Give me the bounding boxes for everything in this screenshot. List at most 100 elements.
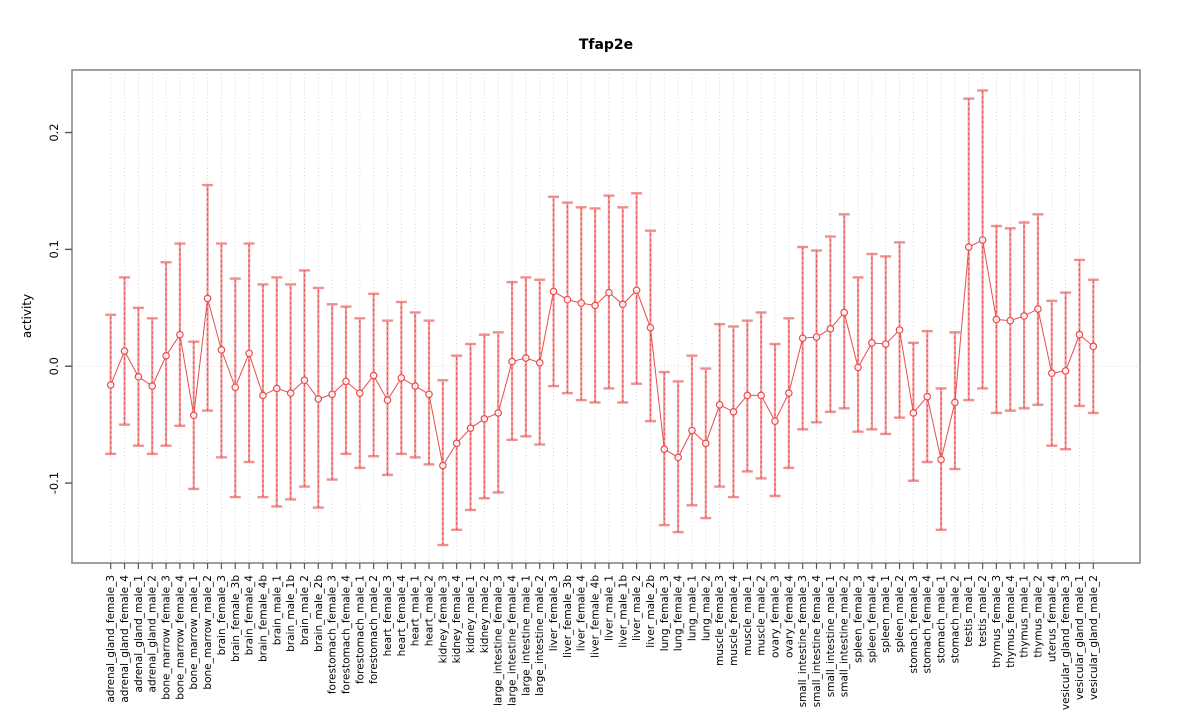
data-point — [286, 389, 295, 397]
data-point — [1047, 369, 1056, 378]
data-point — [715, 400, 724, 409]
data-point — [577, 299, 586, 307]
x-tick-label: testis_male_2 — [977, 575, 989, 647]
x-tick-label: lung_male_2 — [700, 575, 712, 641]
x-tick-label: adrenal_gland_female_3 — [105, 575, 117, 703]
data-point — [992, 315, 1001, 324]
data-point — [300, 376, 309, 385]
x-tick-label: spleen_female_3 — [853, 575, 865, 663]
x-tick-label: vesicular_gland_male_2 — [1088, 575, 1100, 700]
data-point — [1034, 305, 1042, 313]
x-tick-label: heart_female_4 — [396, 575, 408, 657]
x-tick-label: uterus_female_4 — [1046, 575, 1058, 662]
x-tick-label: large_intestine_female_3 — [493, 575, 505, 706]
data-point — [951, 398, 959, 407]
data-point — [439, 461, 447, 470]
data-point — [425, 390, 433, 399]
data-point — [1006, 316, 1015, 325]
data-point — [162, 351, 170, 360]
x-tick-label: liver_female_3b — [562, 575, 574, 658]
x-tick-label: thymus_female_3 — [991, 575, 1003, 668]
x-tick-label: bone_marrow_female_3 — [161, 575, 173, 700]
x-tick-label: spleen_male_1 — [880, 575, 892, 653]
x-tick-label: brain_female_4b — [257, 575, 269, 662]
data-point — [729, 407, 738, 416]
series-line — [110, 239, 1094, 467]
x-tick-label: liver_male_2 — [631, 575, 643, 641]
x-tick-label: stomach_female_4 — [922, 575, 934, 674]
y-tick-label: 0.2 — [47, 123, 61, 141]
data-point — [203, 294, 212, 303]
x-tick-label: thymus_male_2 — [1032, 575, 1044, 658]
x-tick-label: liver_male_2b — [645, 575, 657, 648]
x-tick-label: muscle_male_2 — [756, 575, 768, 656]
x-tick-label: kidney_female_4 — [451, 575, 463, 664]
x-tick-label: lung_female_3 — [659, 575, 671, 651]
x-tick-label: stomach_male_1 — [936, 575, 948, 663]
y-tick-label: -0.1 — [47, 472, 61, 494]
x-tick-label: heart_male_1 — [410, 575, 422, 646]
x-tick-label: small_intestine_male_2 — [839, 575, 851, 697]
x-tick-label: spleen_female_4 — [866, 575, 878, 663]
data-point — [688, 426, 696, 435]
data-point — [189, 411, 198, 420]
x-tick-label: brain_male_2b — [313, 575, 325, 652]
x-tick-label: brain_female_4 — [244, 575, 256, 656]
data-point — [120, 347, 129, 355]
data-point — [176, 330, 184, 339]
data-point — [259, 391, 267, 400]
data-point — [1089, 342, 1098, 351]
x-tick-label: thymus_female_4 — [1005, 575, 1017, 668]
data-point — [964, 243, 973, 251]
x-tick-label: large_intestine_male_1 — [520, 575, 532, 696]
data-point — [549, 287, 558, 296]
x-tick-label: testis_male_1 — [963, 575, 975, 647]
data-point — [743, 391, 752, 400]
x-tick-label: muscle_female_3 — [714, 575, 726, 666]
data-point — [771, 417, 779, 425]
data-point — [466, 424, 475, 432]
x-tick-label: ovary_female_3 — [769, 575, 781, 658]
x-tick-label: brain_female_3b — [230, 575, 242, 662]
x-tick-label: small_intestine_female_4 — [811, 575, 823, 708]
data-point — [411, 382, 419, 390]
data-point — [660, 445, 669, 453]
x-tick-label: forestomach_male_2 — [368, 575, 380, 684]
x-tick-label: thymus_male_1 — [1019, 575, 1031, 658]
plot-frame — [71, 69, 1141, 564]
data-point — [1020, 312, 1028, 320]
x-tick-label: liver_female_4b — [590, 575, 602, 658]
data-point — [978, 236, 987, 244]
x-tick-label: kidney_male_1 — [465, 575, 477, 653]
data-point — [383, 396, 392, 404]
data-point — [106, 381, 115, 389]
x-tick-label: small_intestine_female_3 — [797, 575, 809, 707]
data-point — [909, 409, 918, 417]
x-tick-label: heart_male_2 — [424, 575, 436, 646]
x-tick-label: adrenal_gland_male_2 — [147, 575, 159, 692]
x-tick-label: liver_female_4 — [576, 575, 588, 652]
data-point — [148, 382, 157, 390]
x-tick-label: ovary_female_4 — [783, 575, 795, 658]
x-tick-label: adrenal_gland_male_1 — [133, 575, 145, 692]
x-tick-label: brain_female_3 — [216, 575, 228, 655]
data-point — [563, 295, 572, 304]
x-tick-label: vesicular_gland_male_1 — [1074, 575, 1086, 700]
y-tick-label: 0.1 — [47, 240, 61, 258]
data-point — [508, 357, 516, 366]
data-point — [674, 453, 682, 462]
x-tick-label: heart_female_3 — [382, 575, 394, 656]
data-point — [480, 415, 489, 423]
data-point — [452, 439, 461, 448]
x-tick-label: forestomach_female_4 — [340, 575, 352, 694]
x-tick-label: bone_marrow_male_2 — [202, 575, 214, 690]
y-axis-title: activity — [20, 293, 34, 339]
x-tick-label: brain_male_2 — [299, 575, 311, 645]
data-point — [134, 372, 143, 381]
data-point — [812, 333, 821, 341]
x-tick-label: kidney_male_2 — [479, 575, 491, 653]
x-tick-label: liver_male_1 — [603, 575, 615, 641]
x-tick-label: large_intestine_female_4 — [507, 575, 519, 706]
data-point — [342, 377, 350, 386]
